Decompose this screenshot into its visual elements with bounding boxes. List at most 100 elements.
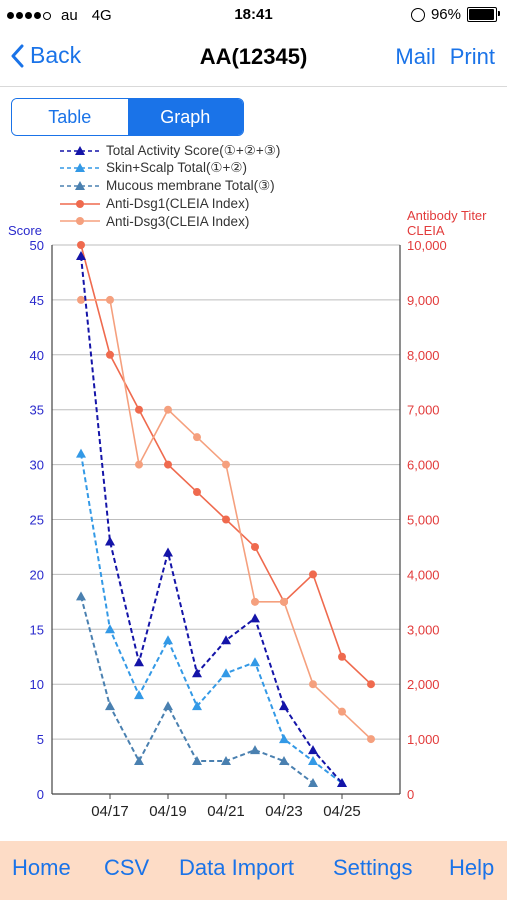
left-tick-label: 30 (30, 458, 44, 473)
data-point-marker (134, 690, 144, 700)
data-point-marker (250, 745, 260, 755)
left-tick-label: 15 (30, 622, 44, 637)
left-tick-label: 25 (30, 513, 44, 528)
right-tick-label: 0 (407, 787, 414, 802)
legend-item-skin-scalp: Skin+Scalp Total(①+②) (58, 160, 280, 178)
rotation-lock-icon (410, 7, 425, 22)
data-point-marker (76, 591, 86, 601)
x-tick-label: 04/23 (265, 803, 303, 820)
data-point-marker (221, 756, 231, 766)
data-point-marker (192, 701, 202, 711)
chart-legend: Total Activity Score(①+②+③) Skin+Scalp T… (58, 142, 280, 230)
data-point-marker (279, 756, 289, 766)
legend-label-dsg3: Anti-Dsg3(CLEIA Index) (106, 213, 250, 229)
data-point-marker (192, 668, 202, 678)
view-segmented-control: Table Graph (11, 98, 244, 136)
right-tick-label: 3,000 (407, 622, 440, 637)
right-tick-label: 8,000 (407, 348, 440, 363)
data-point-marker (105, 536, 115, 546)
network-label: 4G (91, 7, 112, 24)
data-point-marker (338, 707, 346, 716)
right-tick-label: 2,000 (407, 677, 440, 692)
data-point-marker (77, 241, 85, 249)
right-axis-title: Antibody Titer (407, 208, 487, 223)
data-point-marker (105, 701, 115, 711)
chevron-left-icon (11, 44, 24, 67)
x-tick-label: 04/21 (207, 803, 245, 820)
data-point-marker (280, 597, 288, 606)
data-point-marker (135, 460, 143, 469)
data-point-marker (134, 756, 144, 766)
data-point-marker (192, 756, 202, 766)
data-point-marker (76, 448, 86, 458)
chart-labels: 0 5 10 15 20 25 30 35 40 45 50 0 1,000 2,000 3,000 4,00… (8, 208, 487, 820)
x-tick-label: 04/17 (91, 803, 129, 820)
legend-item-dsg1: Anti-Dsg1(CLEIA Index) (58, 195, 280, 213)
battery-icon (467, 7, 500, 22)
back-label: Back (30, 42, 82, 68)
tab-csv[interactable]: CSV (104, 855, 150, 880)
data-point-marker (106, 295, 114, 304)
data-point-marker (309, 570, 317, 579)
data-point-marker (279, 701, 289, 711)
data-point-marker (164, 460, 172, 469)
data-point-marker (76, 250, 86, 260)
x-tick-label: 04/25 (323, 803, 361, 820)
data-point-marker (251, 597, 259, 606)
tab-home[interactable]: Home (12, 855, 71, 880)
data-point-marker (77, 295, 85, 304)
data-point-marker (163, 635, 173, 645)
nav-actions: Mail Print (395, 44, 495, 70)
left-tick-label: 0 (37, 787, 44, 802)
status-time: 18:41 (234, 6, 273, 23)
back-button[interactable]: Back (10, 42, 81, 69)
segment-table[interactable]: Table (12, 99, 128, 135)
legend-item-total-activity: Total Activity Score(①+②+③) (58, 142, 280, 160)
data-point-marker (337, 778, 347, 788)
status-right: 96% (410, 6, 500, 23)
data-point-marker (367, 680, 375, 689)
data-point-marker (163, 547, 173, 557)
legend-item-mucous: Mucous membrane Total(③) (58, 177, 280, 195)
battery-percent: 96% (430, 6, 461, 23)
left-tick-label: 35 (30, 403, 44, 418)
left-tick-label: 45 (30, 293, 44, 308)
right-tick-label: 7,000 (407, 403, 440, 418)
chart-axes (51, 245, 401, 799)
left-tick-label: 5 (37, 732, 44, 747)
data-point-marker (250, 613, 260, 623)
data-point-marker (105, 624, 115, 634)
score-antibody-chart: 0 5 10 15 20 25 30 35 40 45 50 0 1,000 2,000 3,000 4,00… (8, 208, 487, 820)
chart-series (76, 241, 375, 788)
right-axis-subtitle: CLEIA (407, 223, 445, 238)
status-bar: au 4G 18:41 96% (0, 0, 507, 30)
status-left: au 4G (7, 7, 112, 24)
data-point-marker (279, 734, 289, 744)
right-tick-label: 10,000 (407, 238, 447, 253)
data-point-marker (367, 735, 375, 744)
legend-swatch-dsg1 (60, 199, 100, 208)
legend-swatch-mucous (60, 180, 100, 190)
legend-label-dsg1: Anti-Dsg1(CLEIA Index) (106, 196, 250, 212)
legend-swatch-skin-scalp (60, 163, 100, 173)
data-point-marker (221, 635, 231, 645)
series-line-0 (80, 255, 343, 784)
left-tick-label: 10 (30, 677, 44, 692)
tab-help[interactable]: Help (449, 855, 495, 880)
legend-swatch-dsg3 (60, 217, 100, 226)
right-tick-label: 6,000 (407, 458, 440, 473)
print-button[interactable]: Print (449, 44, 495, 69)
carrier-label: au (61, 7, 78, 24)
mail-button[interactable]: Mail (395, 44, 436, 69)
data-point-marker (251, 542, 259, 551)
data-point-marker (308, 745, 318, 755)
tab-data-import[interactable]: Data Import (179, 855, 294, 880)
bottom-tab-bar: Home CSV Data Import Settings Help (0, 841, 507, 900)
legend-label-total-activity: Total Activity Score(①+②+③) (106, 142, 281, 158)
data-point-marker (163, 701, 173, 711)
tab-settings[interactable]: Settings (333, 855, 413, 880)
segment-graph[interactable]: Graph (127, 99, 243, 135)
data-point-marker (338, 652, 346, 661)
data-point-marker (222, 460, 230, 469)
left-tick-label: 50 (30, 238, 44, 253)
